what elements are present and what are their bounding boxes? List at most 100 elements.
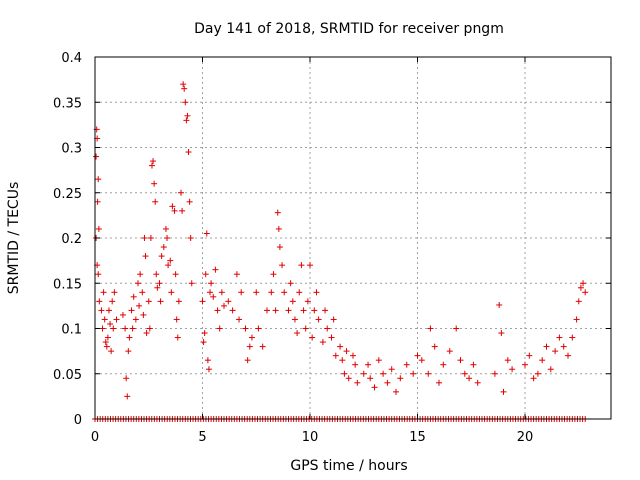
grid xyxy=(95,57,611,419)
data-point xyxy=(107,320,114,327)
data-point xyxy=(575,298,582,305)
y-tick-label: 0.35 xyxy=(53,96,82,111)
data-point xyxy=(393,388,399,395)
data-point xyxy=(264,307,270,314)
data-point xyxy=(498,330,505,337)
data-point xyxy=(148,162,155,169)
data-point xyxy=(202,271,209,278)
data-markers xyxy=(92,81,589,422)
data-point xyxy=(179,207,186,214)
data-point xyxy=(289,298,296,305)
data-point xyxy=(380,370,387,377)
data-point xyxy=(287,280,294,287)
data-point xyxy=(577,284,584,291)
data-point xyxy=(104,334,111,341)
data-point xyxy=(236,316,243,323)
data-point xyxy=(268,289,275,296)
y-tick-label: 0.1 xyxy=(61,323,82,338)
data-point xyxy=(457,357,464,364)
data-point xyxy=(183,117,190,124)
data-point xyxy=(427,325,434,332)
data-point xyxy=(153,271,160,278)
data-point xyxy=(509,366,516,373)
data-point xyxy=(296,289,303,296)
data-point xyxy=(322,307,329,314)
data-point xyxy=(95,176,102,183)
data-point xyxy=(248,334,255,341)
data-point xyxy=(128,307,135,314)
data-point xyxy=(132,316,139,323)
data-point xyxy=(184,112,191,119)
y-tick-label: 0 xyxy=(74,413,82,428)
data-point xyxy=(110,325,117,332)
data-point xyxy=(187,235,194,241)
data-point xyxy=(154,284,161,291)
data-point xyxy=(270,271,277,278)
data-point xyxy=(337,343,344,350)
data-point xyxy=(180,81,187,88)
data-point xyxy=(142,253,149,260)
x-tick-label: 0 xyxy=(91,430,99,445)
data-point xyxy=(367,375,374,382)
data-point xyxy=(152,198,159,205)
data-point xyxy=(164,235,171,241)
data-point xyxy=(345,375,352,382)
data-point xyxy=(410,370,417,377)
data-point xyxy=(137,271,144,278)
data-point xyxy=(436,379,442,386)
data-point xyxy=(279,262,286,269)
data-point xyxy=(530,375,537,382)
data-point xyxy=(276,244,283,251)
data-point xyxy=(360,370,367,377)
data-point xyxy=(156,280,163,287)
data-point xyxy=(253,289,260,296)
data-point xyxy=(182,99,189,106)
data-point xyxy=(162,225,169,232)
data-point xyxy=(169,203,176,210)
data-point xyxy=(281,289,288,296)
data-point xyxy=(185,149,192,156)
data-point xyxy=(560,343,567,350)
data-point xyxy=(95,225,102,232)
data-point xyxy=(328,334,335,341)
data-point xyxy=(98,307,105,314)
y-tick-label: 0.3 xyxy=(61,142,82,157)
x-axis-ticks: 0 5 10 15 20 xyxy=(91,57,533,445)
data-point xyxy=(302,325,309,332)
data-point xyxy=(569,334,576,341)
y-tick-label: 0.25 xyxy=(53,187,82,202)
data-point xyxy=(94,198,101,205)
data-point xyxy=(431,343,438,350)
data-point xyxy=(221,302,227,309)
data-point xyxy=(315,316,322,323)
data-point xyxy=(165,262,172,269)
data-point xyxy=(324,325,331,332)
data-point xyxy=(246,343,253,350)
data-point xyxy=(175,298,182,305)
data-point xyxy=(352,361,359,368)
data-point xyxy=(210,293,217,300)
data-point xyxy=(522,361,528,368)
data-point xyxy=(178,189,184,196)
data-point xyxy=(319,339,326,346)
data-point xyxy=(573,316,580,323)
data-point xyxy=(108,348,115,355)
data-point xyxy=(150,158,157,165)
data-point xyxy=(418,357,425,364)
data-point xyxy=(470,361,477,368)
data-point xyxy=(157,298,164,305)
data-point xyxy=(151,180,158,187)
data-point xyxy=(339,357,346,364)
data-point xyxy=(188,280,195,287)
data-point xyxy=(171,207,178,214)
data-point xyxy=(343,348,350,355)
data-point xyxy=(371,384,378,391)
y-tick-label: 0.15 xyxy=(53,277,82,292)
data-point xyxy=(309,334,316,341)
data-point xyxy=(466,375,473,382)
data-point xyxy=(205,366,212,373)
y-tick-label: 0.4 xyxy=(61,51,82,66)
data-point xyxy=(225,298,232,305)
data-point xyxy=(207,289,214,296)
data-point xyxy=(313,289,320,296)
